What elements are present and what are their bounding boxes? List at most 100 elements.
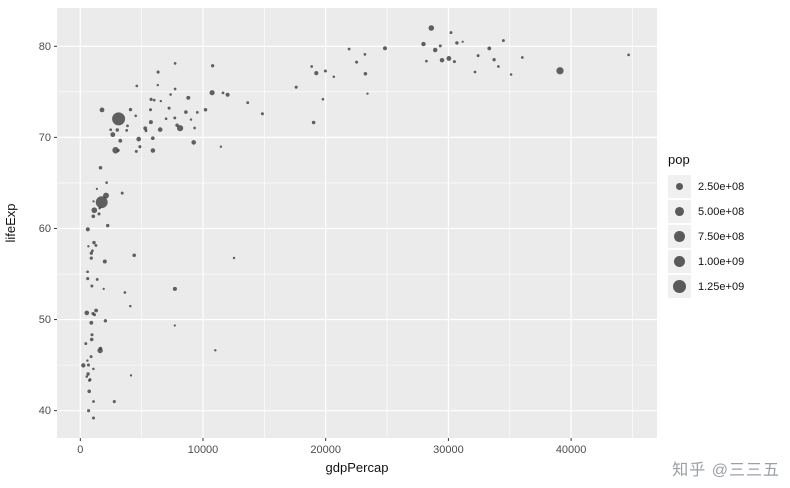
data-point [203,107,208,112]
data-point [209,90,215,96]
legend-label: 1.00e+09 [698,255,745,268]
data-point [150,148,156,153]
data-point [109,128,113,132]
data-point [115,128,120,132]
data-point [219,145,223,148]
data-point [184,110,188,114]
y-tick-label: 40 [39,405,51,417]
data-point [509,73,513,76]
data-point [143,126,148,131]
legend-size-dot-icon [674,231,685,242]
data-point [321,97,325,101]
data-point [363,71,368,76]
data-point [94,243,98,247]
legend: pop 2.50e+08 5.00e+08 7.50e+08 1.00e+09 1.25… [668,152,788,300]
data-point [88,378,92,382]
data-point [134,149,138,153]
data-point [92,400,95,403]
y-axis-title: lifeExp [3,203,18,242]
data-point [311,120,316,125]
data-point [138,145,142,149]
x-tick-label: 10000 [188,444,219,456]
data-point [91,249,94,253]
data-point [191,140,196,145]
data-point [383,46,387,51]
data-point [366,92,369,95]
x-tick-label: 0 [77,444,83,456]
y-tick-label: 60 [39,223,51,235]
legend-label: 7.50e+08 [698,230,745,243]
data-point [86,359,89,362]
legend-item: 1.00e+09 [668,250,788,273]
x-tick-label: 40000 [556,444,587,456]
x-tick-label: 20000 [310,444,341,456]
data-point [186,95,191,100]
data-point [314,71,319,76]
plot-panel [57,8,657,438]
data-point [520,56,524,59]
legend-size-dot-icon [673,255,686,268]
data-point [446,55,452,61]
data-point [86,363,91,367]
data-point [90,333,94,337]
data-point [132,253,136,258]
data-point [102,287,105,291]
legend-item: 5.00e+08 [668,200,788,223]
data-point [85,227,90,232]
data-point [221,91,225,95]
legend-item: 1.25e+09 [668,275,788,298]
data-point [501,39,505,43]
data-point [136,136,142,142]
data-point [225,92,230,97]
data-point [91,416,96,420]
data-point [123,291,127,294]
data-point [156,70,160,74]
data-point [89,256,93,260]
data-point [87,245,90,248]
data-point [439,57,445,63]
data-point [347,47,351,51]
data-point [246,101,250,105]
legend-label: 1.25e+09 [698,280,745,293]
data-point [148,108,153,112]
data-point [105,181,108,184]
data-point [134,114,138,118]
data-point [112,112,126,126]
data-point [98,206,101,210]
y-tick-label: 50 [39,314,51,326]
x-axis-title: gdpPercap [326,460,389,475]
data-point [86,270,89,274]
data-point [85,375,89,378]
data-point [432,47,438,53]
legend-key [668,200,691,223]
legend-items: 2.50e+08 5.00e+08 7.50e+08 1.00e+09 1.25e+09 [668,175,788,298]
legend-title: pop [668,152,690,167]
data-point [232,256,236,260]
data-point [421,41,426,47]
data-point [452,60,456,64]
data-point [86,277,90,281]
y-tick-label: 70 [39,132,51,144]
data-point [120,191,124,195]
data-point [492,58,496,62]
data-point [149,97,153,101]
legend-size-dot-icon [673,280,686,293]
data-point [214,349,217,352]
data-point [159,99,162,103]
legend-key [668,250,691,273]
data-point [86,372,90,376]
data-point [473,70,477,74]
data-point [97,347,103,354]
data-point [112,146,119,154]
x-tick-label: 30000 [433,444,464,456]
data-point [95,187,98,190]
data-point [173,116,177,120]
data-point [157,127,163,132]
data-point [461,40,464,43]
data-point [556,67,564,75]
data-point [425,59,428,63]
data-point [144,129,148,133]
watermark: 知乎 @三三五 [672,462,780,479]
data-point [173,324,176,327]
